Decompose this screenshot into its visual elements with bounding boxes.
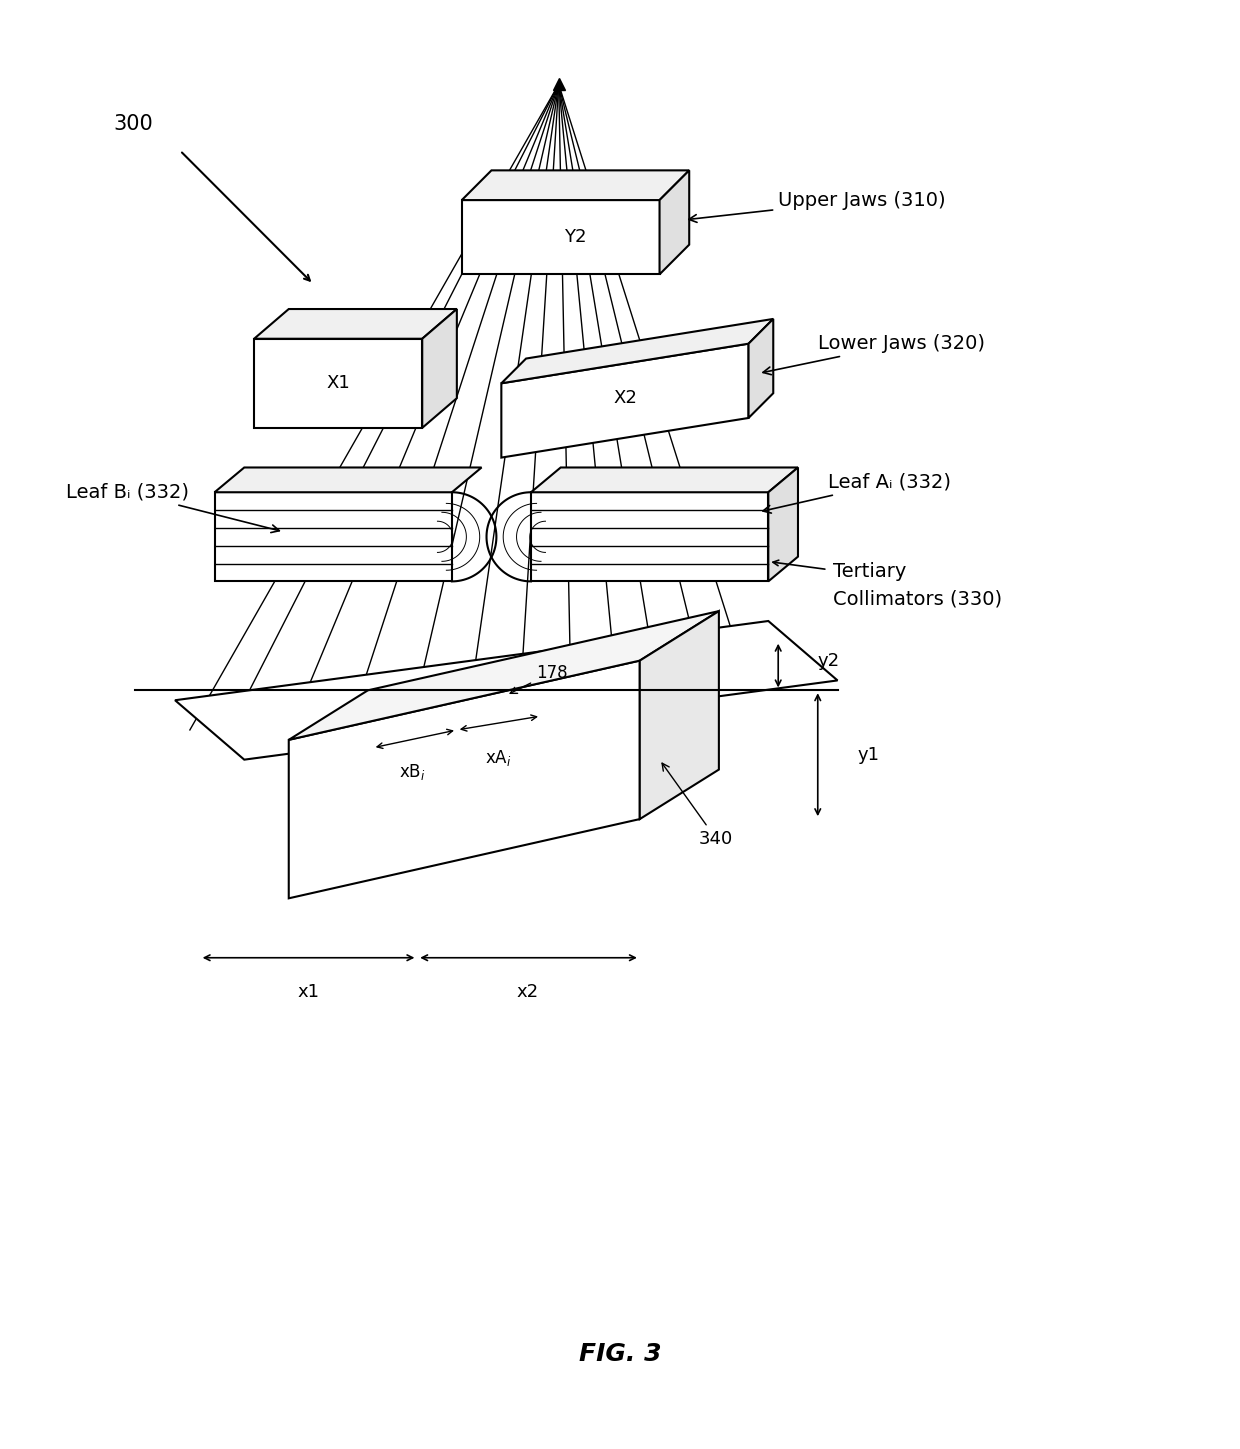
Text: X1: X1 [326,374,350,393]
Polygon shape [769,468,799,581]
Polygon shape [501,343,749,458]
Polygon shape [215,493,451,581]
Polygon shape [749,319,774,417]
Text: Upper Jaws (310): Upper Jaws (310) [689,191,946,222]
Text: xA$_i$: xA$_i$ [485,748,512,768]
Polygon shape [289,661,640,898]
Polygon shape [660,171,689,274]
Text: 300: 300 [114,114,154,133]
Polygon shape [423,309,456,427]
Text: Tertiary: Tertiary [832,562,906,581]
Polygon shape [501,319,774,384]
Text: xB$_i$: xB$_i$ [399,762,425,781]
Polygon shape [289,611,719,740]
Text: Leaf Aᵢ (332): Leaf Aᵢ (332) [763,472,951,513]
Polygon shape [215,468,481,493]
Polygon shape [531,493,769,581]
Text: 178: 178 [510,664,568,693]
Text: FIG. 3: FIG. 3 [579,1342,661,1366]
Text: x2: x2 [517,982,539,1000]
Text: X2: X2 [613,390,637,407]
Text: Y2: Y2 [564,227,587,246]
Polygon shape [461,171,689,200]
Text: 340: 340 [662,764,733,848]
Text: Lower Jaws (320): Lower Jaws (320) [763,335,985,375]
Text: x1: x1 [298,982,320,1000]
Polygon shape [640,611,719,819]
Polygon shape [175,622,837,759]
Text: y1: y1 [857,746,879,764]
Polygon shape [254,309,456,339]
Text: Collimators (330): Collimators (330) [832,590,1002,609]
Text: y2: y2 [817,652,839,669]
Polygon shape [254,339,423,427]
Polygon shape [531,468,799,493]
Polygon shape [461,200,660,274]
Text: Leaf Bᵢ (332): Leaf Bᵢ (332) [66,483,279,533]
